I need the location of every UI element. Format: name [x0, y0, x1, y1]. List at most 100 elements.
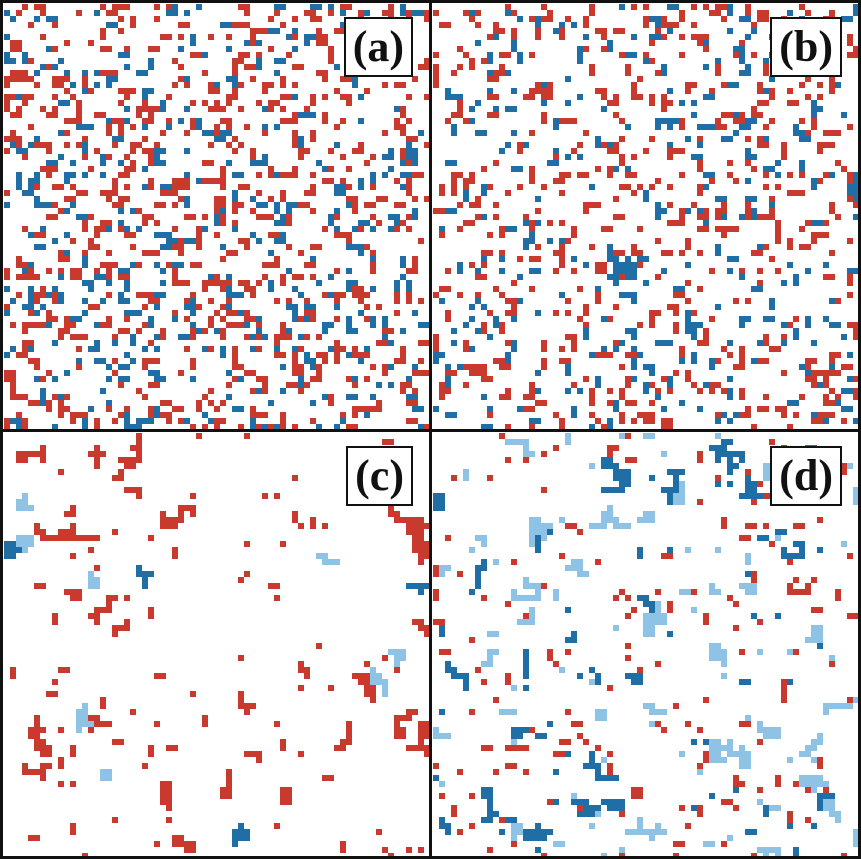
- red-site: [661, 106, 667, 112]
- light-blue-site: [535, 583, 541, 589]
- dark-blue-site: [619, 799, 625, 805]
- dark-blue-site: [751, 493, 757, 499]
- red-site: [46, 166, 52, 172]
- red-site: [559, 220, 565, 226]
- red-site: [595, 268, 601, 274]
- red-site: [232, 202, 238, 208]
- red-site: [499, 64, 505, 70]
- dark-blue-site: [511, 727, 517, 733]
- red-site: [160, 517, 166, 523]
- light-blue-site: [601, 757, 607, 763]
- red-site: [463, 10, 469, 16]
- red-site: [823, 142, 829, 148]
- red-site: [505, 364, 511, 370]
- red-site: [667, 250, 673, 256]
- red-site: [394, 226, 400, 232]
- red-site: [34, 232, 40, 238]
- red-site: [316, 364, 322, 370]
- dark-blue-site: [667, 487, 673, 493]
- red-site: [649, 136, 655, 142]
- red-site: [46, 112, 52, 118]
- dark-blue-site: [511, 346, 517, 352]
- red-site: [631, 352, 637, 358]
- red-site: [262, 28, 268, 34]
- dark-blue-site: [274, 424, 280, 429]
- red-site: [529, 256, 535, 262]
- red-site: [286, 52, 292, 58]
- red-site: [238, 82, 244, 88]
- dark-blue-site: [709, 364, 715, 370]
- red-site: [100, 697, 106, 703]
- panel-b: (b): [429, 0, 861, 432]
- red-site: [400, 82, 406, 88]
- red-site: [232, 148, 238, 154]
- light-blue-site: [394, 655, 400, 661]
- red-site: [322, 40, 328, 46]
- red-site: [601, 262, 607, 268]
- red-site: [595, 202, 601, 208]
- red-site: [559, 256, 565, 262]
- red-site: [841, 166, 847, 172]
- red-site: [625, 655, 631, 661]
- red-site: [310, 208, 316, 214]
- light-blue-site: [775, 535, 781, 541]
- red-site: [376, 400, 382, 406]
- red-site: [148, 178, 154, 184]
- red-site: [400, 727, 406, 733]
- red-site: [298, 346, 304, 352]
- red-site: [208, 88, 214, 94]
- dark-blue-site: [589, 751, 595, 757]
- red-site: [487, 475, 493, 481]
- red-site: [16, 412, 22, 418]
- red-site: [274, 583, 280, 589]
- dark-blue-site: [346, 322, 352, 328]
- red-site: [601, 46, 607, 52]
- dark-blue-site: [733, 82, 739, 88]
- dark-blue-site: [733, 46, 739, 52]
- dark-blue-site: [274, 238, 280, 244]
- red-site: [184, 841, 190, 847]
- dark-blue-site: [100, 358, 106, 364]
- red-site: [721, 4, 727, 10]
- red-site: [292, 424, 298, 429]
- dark-blue-site: [16, 148, 22, 154]
- dark-blue-site: [286, 202, 292, 208]
- dark-blue-site: [346, 280, 352, 286]
- dark-blue-site: [739, 322, 745, 328]
- dark-blue-site: [595, 769, 601, 775]
- red-site: [82, 226, 88, 232]
- red-site: [52, 613, 58, 619]
- red-site: [469, 178, 475, 184]
- red-site: [799, 523, 805, 529]
- red-site: [481, 370, 487, 376]
- red-site: [529, 394, 535, 400]
- red-site: [469, 64, 475, 70]
- red-site: [154, 142, 160, 148]
- red-site: [334, 232, 340, 238]
- red-site: [751, 499, 757, 505]
- red-site: [316, 70, 322, 76]
- red-site: [787, 172, 793, 178]
- dark-blue-site: [553, 124, 559, 130]
- red-site: [292, 118, 298, 124]
- red-site: [745, 202, 751, 208]
- dark-blue-site: [82, 124, 88, 130]
- light-blue-site: [613, 523, 619, 529]
- red-site: [463, 382, 469, 388]
- dark-blue-site: [565, 388, 571, 394]
- red-site: [190, 424, 196, 429]
- red-site: [256, 424, 262, 429]
- dark-blue-site: [160, 292, 166, 298]
- red-site: [601, 424, 607, 429]
- red-site: [346, 721, 352, 727]
- red-site: [757, 16, 763, 22]
- red-site: [751, 106, 757, 112]
- light-blue-site: [547, 523, 553, 529]
- dark-blue-site: [853, 178, 858, 184]
- red-site: [10, 376, 16, 382]
- red-site: [160, 202, 166, 208]
- dark-blue-site: [160, 160, 166, 166]
- dark-blue-site: [142, 88, 148, 94]
- dark-blue-site: [673, 469, 679, 475]
- red-site: [412, 268, 418, 274]
